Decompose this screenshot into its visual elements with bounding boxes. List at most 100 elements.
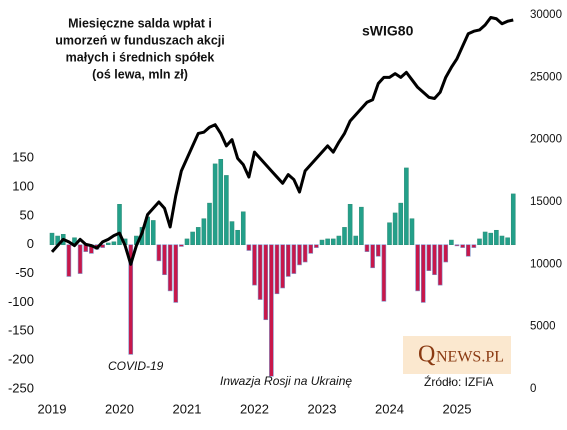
annotation: COVID-19	[108, 359, 164, 373]
bar	[308, 244, 314, 254]
y-tick-label: -150	[8, 323, 34, 338]
bar	[426, 244, 432, 271]
bar	[66, 244, 72, 277]
bar	[392, 212, 398, 246]
source: Źródło: IZFiA	[424, 374, 493, 389]
bar	[173, 244, 179, 303]
bar	[302, 244, 308, 263]
bar	[443, 244, 449, 263]
y-tick-label: -50	[15, 265, 34, 280]
bar	[404, 167, 409, 246]
bar	[398, 202, 404, 246]
bar	[330, 238, 336, 246]
bar	[190, 231, 195, 246]
x-tick-label: 2022	[240, 401, 269, 416]
bar	[246, 244, 252, 251]
y-tick-label: -250	[8, 380, 34, 395]
bar	[128, 244, 134, 355]
bar	[347, 204, 353, 246]
bar	[482, 231, 488, 246]
bar	[235, 229, 240, 246]
bar	[432, 244, 437, 276]
bar	[280, 244, 285, 289]
bar	[488, 232, 494, 246]
bar	[437, 244, 443, 286]
bar	[454, 244, 460, 247]
bar	[359, 206, 364, 246]
y-tick-label: 100	[12, 178, 34, 193]
bar	[291, 244, 297, 274]
bar	[257, 244, 263, 300]
bar	[297, 244, 302, 266]
bar	[117, 204, 122, 246]
bar	[285, 244, 291, 277]
bar	[218, 158, 224, 246]
y-tick-label: 0	[27, 236, 34, 251]
bar	[510, 193, 516, 246]
bar	[314, 244, 319, 248]
bar	[370, 244, 375, 269]
line	[50, 15, 514, 266]
bar	[494, 229, 499, 246]
bar	[465, 244, 471, 257]
bar	[449, 239, 454, 246]
bar	[364, 244, 370, 252]
bar	[105, 242, 111, 246]
bar	[471, 244, 477, 248]
bar	[179, 244, 184, 247]
x-tick-label: 2019	[38, 401, 67, 416]
bar	[274, 244, 280, 295]
bar	[420, 244, 426, 303]
y-tick-label: 150	[12, 150, 34, 165]
annotation: Inwazja Rosji na Ukrainę	[220, 374, 352, 388]
y2-tick-label: 15000	[530, 196, 562, 208]
bar	[201, 218, 207, 246]
bar	[505, 237, 510, 246]
chart-title: małych i średnich spółek	[66, 50, 215, 64]
logo-initial: Q	[418, 342, 435, 368]
y2-tick-label: 10000	[530, 258, 562, 270]
bar	[409, 218, 415, 246]
bar	[162, 244, 167, 276]
bar	[184, 238, 190, 246]
bar	[415, 244, 420, 292]
bar	[460, 244, 465, 248]
bar	[375, 244, 381, 257]
bar	[353, 235, 359, 246]
bar	[207, 202, 212, 246]
y-tick-label: -200	[8, 352, 34, 367]
bar	[240, 211, 246, 246]
bar	[156, 244, 162, 262]
bar	[269, 244, 274, 377]
bar	[477, 238, 482, 246]
y2-tick-label: 5000	[530, 321, 556, 333]
y-tick-label: -100	[8, 294, 34, 309]
bar	[229, 221, 235, 246]
bar	[167, 244, 173, 292]
x-tick-label: 2025	[443, 401, 472, 416]
bar	[325, 238, 330, 246]
x-tick-label: 2023	[308, 401, 337, 416]
bar	[212, 163, 218, 246]
y2-tick-label: 30000	[530, 9, 562, 21]
logo-box	[403, 336, 511, 374]
bar	[336, 235, 342, 246]
bar	[77, 244, 83, 274]
bar	[49, 232, 55, 246]
bar	[381, 244, 387, 302]
chart-title: umorzeń w funduszach akcji	[55, 33, 224, 47]
bar	[499, 235, 505, 246]
bar	[252, 244, 257, 286]
logo-text: NEWS.PL	[436, 349, 504, 366]
bar	[319, 239, 325, 246]
bar	[342, 227, 347, 246]
y-tick-label: 50	[20, 207, 34, 222]
y2-tick-label: 20000	[530, 134, 562, 146]
bar	[150, 220, 156, 246]
bar	[224, 175, 229, 246]
y2-tick-label: 25000	[530, 71, 562, 83]
chart-title: (oś lewa, mln zł)	[92, 67, 188, 81]
bar	[263, 244, 269, 321]
x-tick-label: 2020	[105, 401, 134, 416]
